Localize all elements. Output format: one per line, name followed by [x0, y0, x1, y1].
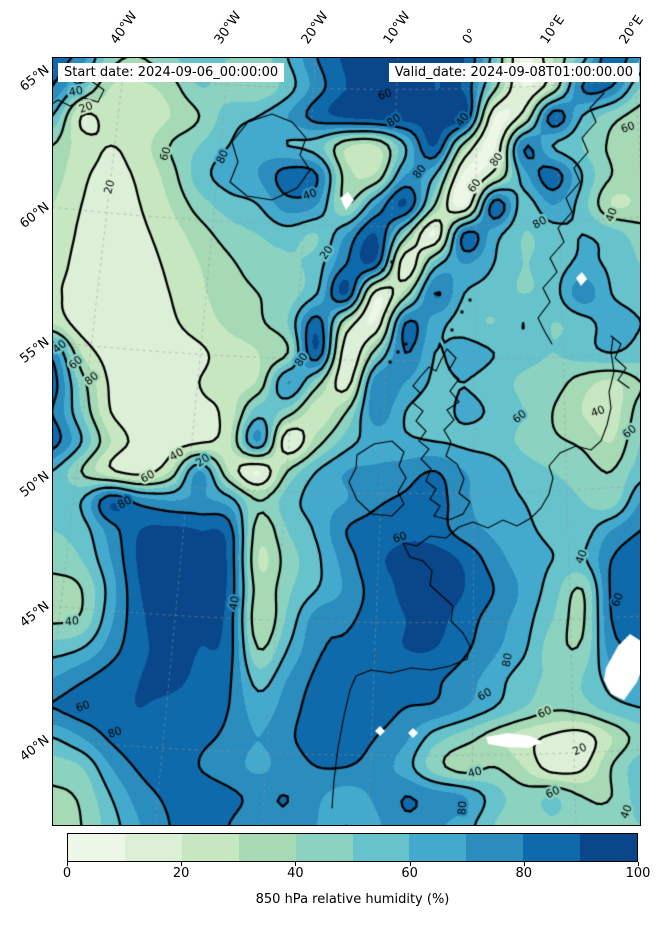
colorbar-segment: [580, 834, 638, 861]
colorbar-tick-mark: [638, 862, 639, 866]
map-canvas: [52, 57, 641, 826]
x-tick-label: 20°E: [616, 12, 647, 47]
colorbar-segment: [68, 834, 125, 861]
colorbar-segment: [352, 834, 410, 861]
colorbar-segment: [466, 834, 524, 861]
x-tick-label: 0°: [459, 26, 481, 47]
x-tick-label: 10°W: [380, 8, 414, 48]
colorbar-segment: [124, 834, 182, 861]
y-tick-label: 45°N: [17, 598, 53, 631]
colorbar-tick-label: 0: [62, 866, 72, 881]
y-tick-label: 65°N: [17, 62, 53, 95]
y-tick-label: 50°N: [17, 468, 53, 501]
colorbar-tick-label: 80: [515, 866, 533, 881]
colorbar-tick-mark: [523, 862, 525, 866]
colorbar-tick-mark: [181, 862, 183, 866]
colorbar-tick-label: 20: [172, 866, 190, 881]
colorbar-tick-label: 100: [625, 866, 651, 881]
valid-date-label: Valid_date: 2024-09-08T01:00:00.00: [388, 63, 639, 82]
x-tick-label: 10°E: [537, 12, 568, 47]
colorbar-tick-label: 40: [287, 866, 304, 881]
x-tick-label: 30°W: [211, 8, 245, 48]
x-tick-label: 40°W: [107, 8, 141, 48]
x-tick-label: 20°W: [298, 8, 332, 48]
y-tick-label: 60°N: [17, 199, 53, 232]
colorbar-segment: [181, 834, 239, 861]
y-tick-label: 40°N: [17, 732, 53, 765]
colorbar-segment: [238, 834, 296, 861]
colorbar-tick-mark: [295, 862, 297, 866]
colorbar-tick-label: 60: [401, 866, 418, 881]
colorbar-segment: [523, 834, 581, 861]
colorbar-tick-mark: [409, 862, 411, 866]
y-tick-label: 55°N: [17, 334, 53, 367]
colorbar: [67, 833, 638, 862]
colorbar-segment: [295, 834, 353, 861]
colorbar-tick-mark: [67, 862, 68, 866]
colorbar-title: 850 hPa relative humidity (%): [255, 892, 450, 907]
start-date-label: Start date: 2024-09-06_00:00:00: [58, 63, 285, 82]
colorbar-segment: [409, 834, 467, 861]
